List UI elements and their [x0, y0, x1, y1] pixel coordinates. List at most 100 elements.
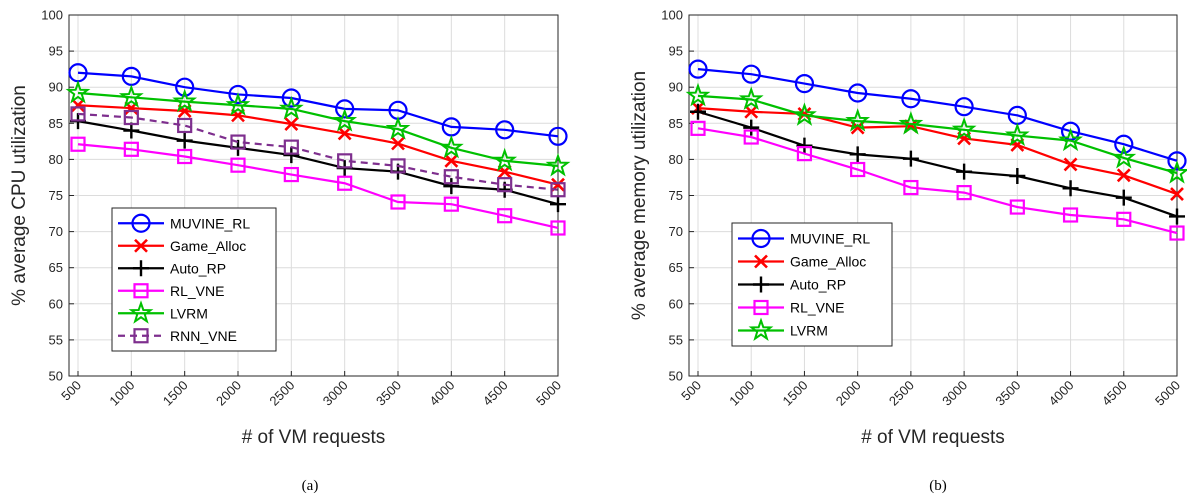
data-point: [443, 169, 459, 185]
data-point: [335, 99, 355, 119]
y-tick-label: 100: [661, 8, 683, 23]
series-line: [77, 91, 559, 167]
x-tick-label: 4500: [480, 378, 511, 409]
legend-label: MUVINE_RL: [170, 215, 250, 231]
data-point: [175, 77, 195, 97]
x-tick-label: 2000: [833, 378, 864, 409]
data-point: [71, 98, 85, 113]
data-point: [278, 95, 304, 120]
data-point: [492, 147, 518, 172]
legend-label: Auto_RP: [790, 277, 846, 293]
data-point: [228, 84, 248, 105]
data-point: [743, 129, 759, 145]
legend-item: MUVINE_RL: [118, 213, 250, 233]
legend-marker: [133, 260, 149, 277]
x-tick-label: 3000: [939, 378, 970, 409]
data-point: [284, 117, 299, 131]
data-point: [690, 103, 706, 120]
data-point: [1167, 151, 1187, 171]
data-point: [796, 146, 813, 162]
x-tick-label: 3000: [320, 378, 351, 409]
data-point: [956, 185, 972, 201]
series-line: [77, 143, 559, 230]
legend-label: Game_Alloc: [170, 238, 246, 254]
data-point: [283, 166, 299, 183]
y-tick-label: 100: [41, 8, 63, 23]
data-point: [337, 175, 353, 191]
data-point: [118, 84, 144, 108]
y-tick-label: 75: [49, 188, 63, 203]
data-point: [177, 117, 193, 134]
legend-item: LVRM: [118, 300, 208, 324]
data-point: [1010, 138, 1025, 152]
legend-item: LVRM: [738, 317, 828, 342]
data-point: [390, 194, 406, 210]
data-point: [690, 120, 706, 136]
data-point: [123, 141, 139, 157]
series-line: [77, 112, 559, 191]
data-point: [1164, 160, 1187, 184]
data-point: [738, 86, 764, 111]
series-lvrm: [65, 79, 571, 177]
data-point: [743, 119, 760, 136]
x-tick-label: 4000: [426, 378, 457, 409]
data-point: [794, 73, 815, 94]
series-rnn-vne: [70, 106, 566, 198]
data-point: [438, 134, 464, 159]
legend-marker: [133, 328, 149, 344]
y-tick-label: 80: [669, 152, 683, 167]
x-tick-label: 1000: [726, 378, 757, 409]
data-point: [1009, 168, 1026, 185]
series-line: [697, 68, 1178, 162]
data-point: [902, 150, 919, 167]
data-point: [1063, 157, 1078, 172]
data-point: [954, 97, 974, 117]
data-point: [1062, 180, 1079, 197]
data-point: [849, 146, 866, 163]
data-point: [1062, 207, 1079, 223]
legend-label: RL_VNE: [170, 283, 224, 299]
data-point: [495, 120, 515, 140]
data-point: [225, 92, 251, 116]
data-point: [796, 137, 813, 154]
y-axis-label: % average CPU utilization: [9, 85, 30, 306]
x-tick-label: 3500: [373, 378, 404, 409]
y-tick-label: 80: [49, 152, 63, 167]
data-point: [176, 132, 193, 149]
x-axis-label: # of VM requests: [242, 427, 386, 448]
legend-label: Game_Alloc: [790, 254, 866, 270]
data-point: [283, 139, 299, 155]
legend-item: Game_Alloc: [118, 238, 246, 254]
legend-marker: [753, 276, 769, 293]
data-point: [741, 64, 761, 84]
data-point: [898, 110, 924, 135]
legend-marker: [128, 300, 154, 324]
legend-marker: [751, 228, 771, 249]
x-tick-label: 5000: [1152, 378, 1183, 409]
x-tick-label: 5000: [533, 378, 564, 409]
legend-marker: [134, 238, 148, 253]
y-tick-label: 65: [49, 260, 63, 275]
y-tick-label: 90: [49, 80, 63, 95]
series-rl-vne: [70, 136, 566, 236]
y-tick-label: 90: [669, 80, 683, 95]
series-game-alloc: [71, 98, 565, 192]
y-tick-label: 55: [669, 332, 683, 347]
legend-marker: [754, 254, 768, 269]
data-point: [1058, 127, 1083, 152]
data-point: [283, 147, 300, 164]
data-point: [1115, 189, 1132, 206]
data-point: [385, 116, 411, 140]
data-point: [123, 109, 139, 126]
y-axis-label: % average memory utilization: [629, 71, 650, 320]
y-tick-label: 60: [49, 296, 63, 311]
data-point: [1009, 199, 1025, 215]
legend-item: RL_VNE: [118, 283, 224, 299]
legend-item: MUVINE_RL: [738, 228, 870, 249]
legend-marker: [753, 299, 769, 316]
data-point: [903, 179, 919, 196]
data-point: [443, 178, 460, 195]
